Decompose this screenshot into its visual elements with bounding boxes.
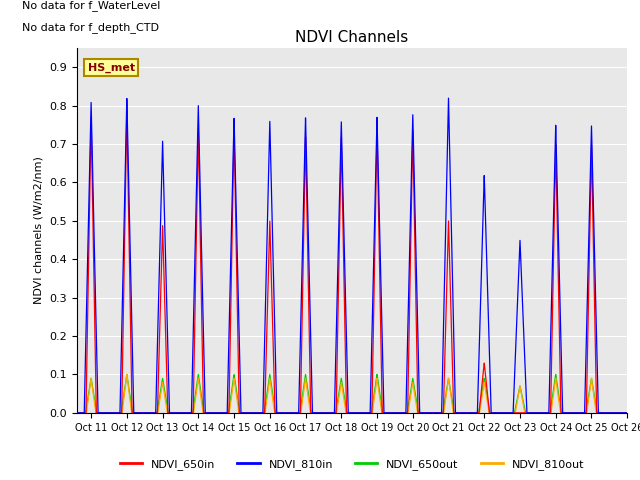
Y-axis label: NDVI channels (W/m2/nm): NDVI channels (W/m2/nm) [34,156,44,304]
Text: No data for f_depth_CTD: No data for f_depth_CTD [22,23,159,34]
Title: NDVI Channels: NDVI Channels [296,30,408,46]
Text: No data for f_WaterLevel: No data for f_WaterLevel [22,0,160,12]
Text: HS_met: HS_met [88,62,135,73]
Legend: NDVI_650in, NDVI_810in, NDVI_650out, NDVI_810out: NDVI_650in, NDVI_810in, NDVI_650out, NDV… [115,455,589,475]
